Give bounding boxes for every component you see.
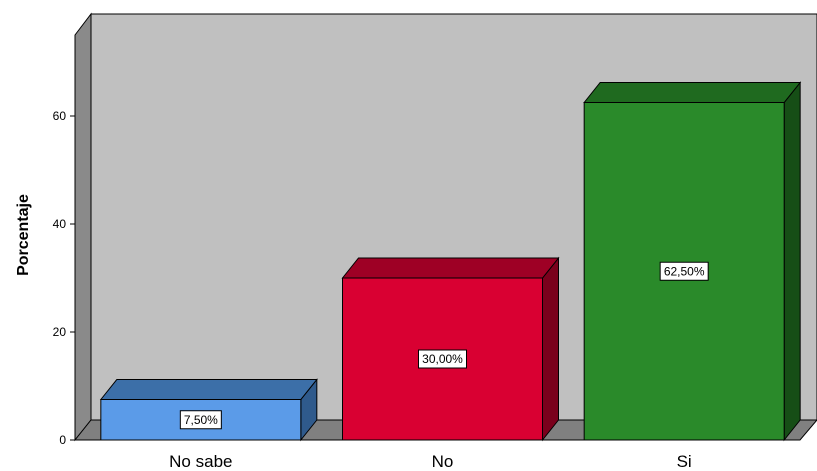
y-axis: 0 20 40 60 bbox=[53, 109, 75, 447]
y-tick-label: 0 bbox=[59, 433, 66, 447]
bar-top bbox=[341, 257, 560, 279]
x-axis: No sabe No Si bbox=[169, 452, 692, 471]
x-category-label: No bbox=[432, 452, 454, 471]
bar-2: 30,00% bbox=[341, 256, 560, 442]
y-tick-label: 40 bbox=[53, 217, 67, 231]
y-axis-title: Porcentaje bbox=[15, 194, 32, 276]
left-wall bbox=[74, 12, 92, 442]
data-label-text: 62,50% bbox=[664, 264, 705, 278]
bar-side bbox=[783, 81, 801, 442]
y-tick-label: 60 bbox=[53, 109, 67, 123]
bar-top bbox=[583, 82, 802, 103]
data-label-box bbox=[418, 349, 467, 369]
data-label: 62,50% bbox=[659, 261, 709, 281]
x-category-label: Si bbox=[677, 452, 692, 471]
data-label: 30,00% bbox=[418, 349, 467, 369]
bar-side bbox=[542, 256, 559, 442]
data-label-box bbox=[179, 410, 222, 430]
bars: 7,50% 30,00% 62,50% bbox=[99, 81, 802, 442]
x-category-label: No sabe bbox=[169, 452, 232, 471]
data-label-text: 30,00% bbox=[422, 352, 463, 366]
data-label-text: 7,50% bbox=[184, 413, 218, 427]
y-tick-label: 20 bbox=[53, 325, 67, 339]
data-label: 7,50% bbox=[179, 410, 222, 430]
bar-1: 7,50% bbox=[99, 378, 318, 442]
bar-3: 62,50% bbox=[583, 81, 802, 442]
bar-top bbox=[99, 379, 318, 400]
data-label-box bbox=[659, 261, 709, 281]
